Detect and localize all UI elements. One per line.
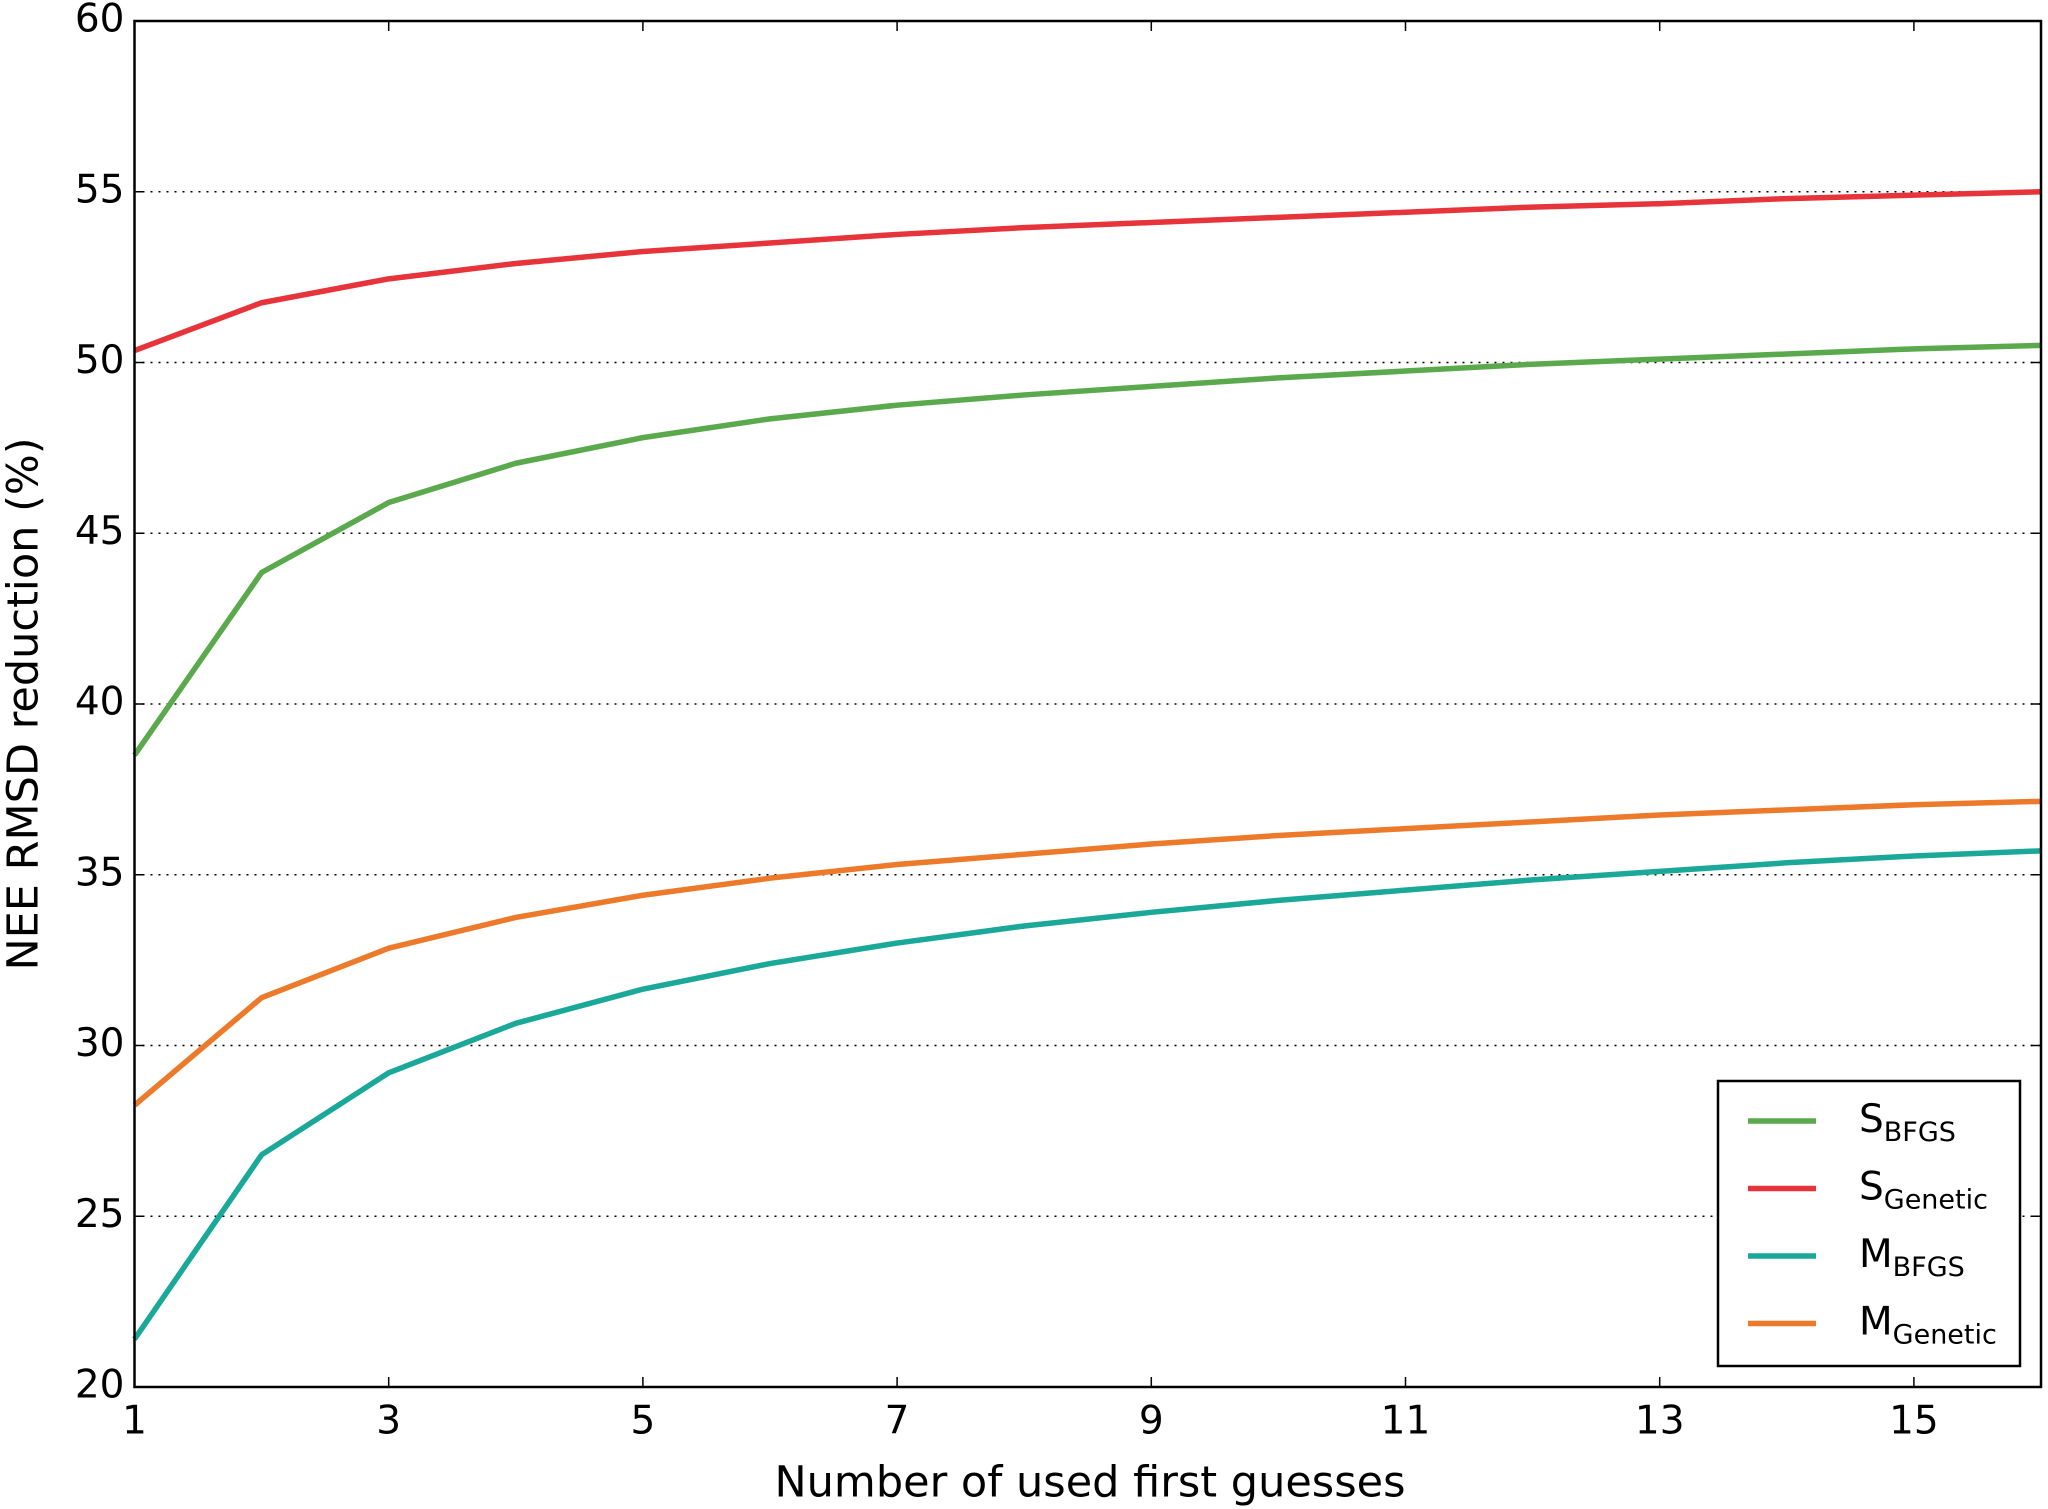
x-tick-label: 1: [122, 1399, 147, 1444]
x-axis-label: Number of used first guesses: [775, 1458, 1406, 1508]
y-tick-label: 50: [75, 338, 125, 383]
legend-label: SGenetic: [1859, 1164, 1988, 1215]
x-tick-label: 3: [376, 1399, 401, 1444]
y-tick-label: 40: [75, 680, 125, 725]
legend-label: SBFGS: [1859, 1097, 1956, 1148]
legend-subscript: Genetic: [1884, 1184, 1988, 1215]
series-line: [132, 848, 2042, 1341]
x-tick-label: 9: [1139, 1399, 1164, 1444]
x-tick-label: 11: [1381, 1399, 1431, 1444]
x-tick-label: 15: [1889, 1399, 1939, 1444]
legend-name: S: [1859, 1164, 1884, 1209]
legend-label: MGenetic: [1859, 1299, 1997, 1350]
x-tick-label: 5: [630, 1399, 655, 1444]
y-tick-label: 35: [75, 850, 125, 895]
y-tick-label: 60: [75, 0, 125, 42]
series-line: [132, 798, 2042, 1108]
legend-name: S: [1859, 1097, 1884, 1142]
y-tick-label: 25: [75, 1192, 125, 1237]
x-tick-label: 13: [1635, 1399, 1685, 1444]
legend-name: M: [1859, 1232, 1893, 1277]
y-tick-label: 55: [75, 167, 125, 212]
y-tick-label: 45: [75, 509, 125, 554]
plot-frame: [133, 19, 2043, 1389]
series-line: [133, 189, 2042, 354]
legend-subscript: BFGS: [1884, 1117, 1956, 1148]
legend-subscript: BFGS: [1893, 1252, 1965, 1283]
y-tick-label: 30: [75, 1021, 125, 1066]
x-tick-label: 7: [885, 1399, 910, 1444]
y-tick-label: 20: [75, 1363, 125, 1408]
legend-label: MBFGS: [1859, 1232, 1965, 1283]
y-axis-label: NEE RMSD reduction (%): [0, 437, 49, 970]
legend-box: [1716, 1079, 2022, 1368]
series-line: [132, 342, 2042, 757]
legend-name: M: [1859, 1299, 1893, 1344]
legend-subscript: Genetic: [1893, 1319, 1997, 1350]
